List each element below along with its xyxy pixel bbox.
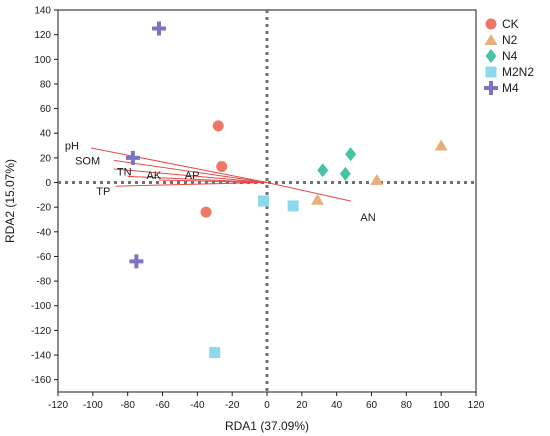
env-label-ap: AP	[185, 170, 200, 182]
x-tick-label: -80	[120, 400, 135, 411]
env-label-tn: TN	[117, 166, 132, 178]
env-label-tp: TP	[96, 186, 110, 198]
environment-vectors: pH SOM TN AK AP TP AN	[65, 141, 376, 224]
point-m4	[125, 150, 140, 165]
y-tick-label: 0	[45, 178, 51, 189]
x-tick-label: 20	[296, 400, 308, 411]
y-axis-title: RDA2 (15.07%)	[3, 159, 17, 243]
x-tick-label: 100	[433, 400, 450, 411]
y-tick-label: -120	[31, 326, 51, 337]
y-tick-label: -100	[31, 301, 51, 312]
point-m4	[152, 21, 167, 36]
env-arrow-an	[266, 182, 351, 202]
point-n2	[434, 139, 448, 151]
legend-marker-m4	[484, 81, 498, 95]
legend-label-m4: M4	[502, 81, 519, 95]
y-tick-label: 120	[34, 30, 51, 41]
env-arrow-tp	[115, 182, 268, 187]
legend-marker-m2n2	[485, 66, 497, 78]
y-tick-label: 20	[40, 153, 52, 164]
x-axis-title: RDA1 (37.09%)	[225, 419, 309, 433]
point-m2n2	[258, 195, 270, 207]
point-n4	[345, 147, 357, 162]
y-tick-label: -40	[37, 227, 52, 238]
y-tick-label: -20	[37, 203, 52, 214]
legend-marker-n2	[484, 34, 498, 45]
env-label-an: AN	[360, 212, 375, 224]
x-tick-label: 80	[401, 400, 413, 411]
env-arrow-ph	[90, 147, 268, 184]
point-n2	[311, 193, 325, 205]
legend-marker-n4	[485, 49, 497, 63]
y-tick-label: 40	[40, 129, 52, 140]
y-tick-label: 80	[40, 79, 52, 90]
y-tick-label: -80	[37, 277, 52, 288]
legend-marker-ck	[485, 18, 497, 30]
y-tick-label: -60	[37, 252, 52, 263]
legend: CK N2 N4 M2N2 M4	[484, 17, 534, 95]
axes: -120 -100 -80 -60 -40 -20 0 20 40 60 80 100 120 140 12…	[31, 6, 485, 412]
x-tick-label: -120	[48, 400, 68, 411]
x-tick-label: -20	[225, 400, 240, 411]
env-arrow-som	[113, 159, 268, 184]
legend-label-n2: N2	[502, 33, 518, 47]
env-arrow-ap	[159, 179, 268, 184]
x-tick-label: 60	[366, 400, 378, 411]
legend-label-n4: N4	[502, 49, 518, 63]
y-tick-label: -160	[31, 375, 51, 386]
x-tick-label: -100	[83, 400, 103, 411]
point-ck	[200, 206, 212, 218]
point-n4	[317, 163, 329, 178]
point-n4	[339, 166, 351, 181]
env-label-ph: pH	[65, 141, 79, 153]
x-tick-label: 40	[331, 400, 343, 411]
y-tick-label: 100	[34, 55, 51, 66]
env-label-ak: AK	[146, 170, 161, 182]
point-ck	[212, 120, 224, 132]
sample-points	[125, 21, 448, 359]
point-n2	[370, 174, 384, 186]
point-ck	[216, 160, 228, 172]
legend-label-ck: CK	[502, 17, 519, 31]
x-tick-label: -40	[190, 400, 205, 411]
x-tick-label: 120	[468, 400, 485, 411]
point-m2n2	[287, 200, 299, 212]
legend-label-m2n2: M2N2	[502, 65, 534, 79]
point-m2n2	[209, 347, 221, 359]
y-tick-label: 140	[34, 6, 51, 17]
y-tick-label: -140	[31, 351, 51, 362]
y-tick-label: 60	[40, 104, 52, 115]
env-arrow-tn	[113, 168, 268, 184]
env-label-som: SOM	[75, 155, 100, 167]
x-tick-label: 0	[264, 400, 270, 411]
point-m4	[129, 254, 144, 269]
x-tick-label: -60	[155, 400, 170, 411]
